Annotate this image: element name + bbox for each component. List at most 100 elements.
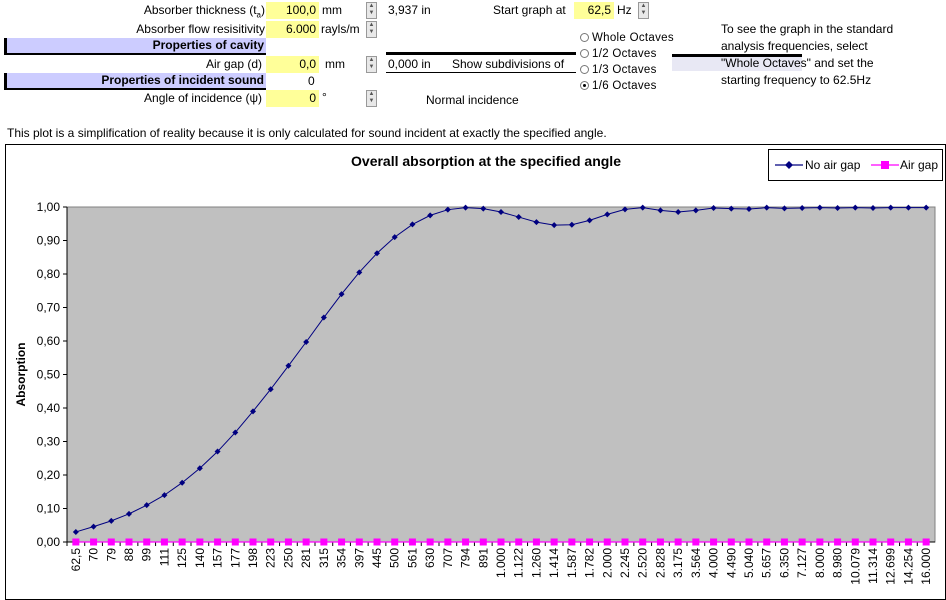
option-third-octaves[interactable]: 1/3 Octaves <box>580 64 657 76</box>
flow-label: Absorber flow resisitivity <box>136 22 265 36</box>
note-line: "Whole Octaves" and set the <box>721 56 874 70</box>
x-tick-label: 3.564 <box>689 548 703 578</box>
x-tick-label: 6.350 <box>777 548 791 578</box>
option-sixth-octaves[interactable]: 1/6 Octaves <box>580 80 657 92</box>
data-point-no-air-gap <box>409 221 416 228</box>
data-point-no-air-gap <box>232 429 239 436</box>
data-point-no-air-gap <box>374 250 380 257</box>
data-point-air-gap <box>196 538 204 546</box>
flow-input[interactable]: 6.000 <box>266 21 319 38</box>
data-point-no-air-gap <box>692 207 699 214</box>
x-tick-label: 1.000 <box>494 548 508 578</box>
data-point-no-air-gap <box>551 222 558 229</box>
y-tick-label: 0,70 <box>37 301 61 315</box>
data-point-air-gap <box>497 538 505 546</box>
x-tick-label: 10.079 <box>848 548 862 585</box>
absorption-chart: Overall absorption at the specified angl… <box>14 153 936 585</box>
legend-label-series1: No air gap <box>805 158 861 172</box>
data-point-air-gap <box>391 538 399 546</box>
x-tick-label: 2.000 <box>600 548 614 578</box>
data-point-no-air-gap <box>250 408 256 415</box>
data-point-air-gap <box>373 538 381 546</box>
x-tick-label: 250 <box>281 548 295 568</box>
x-tick-label: 5.040 <box>742 548 756 578</box>
data-point-air-gap <box>479 538 487 546</box>
data-point-no-air-gap <box>498 209 504 216</box>
data-point-air-gap <box>462 538 470 546</box>
x-tick-label: 1.122 <box>512 548 526 578</box>
incident-header: Properties of incident sound <box>4 73 266 90</box>
flow-spinner[interactable]: ▲ ▼ <box>366 21 377 38</box>
x-tick-label: 2.828 <box>653 548 667 578</box>
data-point-no-air-gap <box>604 211 611 218</box>
angle-spinner[interactable]: ▲ ▼ <box>366 90 377 107</box>
data-point-no-air-gap <box>161 492 168 499</box>
radio-selected-icon <box>580 81 589 91</box>
data-point-air-gap <box>125 538 133 546</box>
x-tick-label: 5.657 <box>760 548 774 578</box>
data-point-no-air-gap <box>816 204 823 211</box>
data-point-no-air-gap <box>480 205 487 212</box>
note-line: analysis frequencies, select <box>721 39 868 53</box>
data-point-no-air-gap <box>444 206 451 213</box>
divider-line-right <box>672 54 802 57</box>
airgap-unit: mm <box>325 57 345 71</box>
data-point-no-air-gap <box>462 204 469 211</box>
data-point-air-gap <box>107 538 115 546</box>
x-tick-label: 2.245 <box>618 548 632 578</box>
data-point-air-gap <box>532 538 540 546</box>
option-whole-octaves[interactable]: Whole Octaves <box>580 32 674 44</box>
data-point-no-air-gap <box>728 205 735 212</box>
x-tick-label: 16.000 <box>919 548 933 585</box>
angle-label: Angle of incidence (ψ) <box>144 91 262 105</box>
data-point-air-gap <box>90 538 98 546</box>
y-tick-label: 0,80 <box>37 267 61 281</box>
thickness-input[interactable]: 100,0 <box>266 2 319 19</box>
data-point-no-air-gap <box>285 362 292 369</box>
y-tick-label: 0,40 <box>37 401 61 415</box>
x-tick-label: 4.490 <box>724 548 738 578</box>
data-point-air-gap <box>922 538 930 546</box>
y-tick-label: 0,20 <box>37 468 61 482</box>
data-point-no-air-gap <box>657 207 664 214</box>
data-point-air-gap <box>904 538 912 546</box>
option-half-octaves[interactable]: 1/2 Octaves <box>580 48 657 60</box>
x-tick-label: 1.587 <box>565 548 579 578</box>
y-tick-label: 0,90 <box>37 234 61 248</box>
data-point-air-gap <box>656 538 664 546</box>
airgap-input[interactable]: 0,0 <box>266 56 319 73</box>
data-point-air-gap <box>550 538 558 546</box>
disclaimer-text: This plot is a simplification of reality… <box>7 126 607 140</box>
radio-icon <box>580 65 589 75</box>
thickness-inches: 3,937 in <box>388 3 431 17</box>
note-line: To see the graph in the standard <box>721 22 894 36</box>
data-point-no-air-gap <box>391 234 398 241</box>
data-point-no-air-gap <box>905 204 912 211</box>
data-point-no-air-gap <box>622 206 628 213</box>
data-point-air-gap <box>710 538 718 546</box>
y-tick-label: 0,00 <box>37 535 61 549</box>
thickness-spinner[interactable]: ▲ ▼ <box>366 2 377 19</box>
x-tick-label: 157 <box>211 548 225 568</box>
data-point-air-gap <box>320 538 328 546</box>
y-tick-label: 1,00 <box>37 200 61 214</box>
data-point-air-gap <box>727 538 735 546</box>
airgap-spinner[interactable]: ▲ ▼ <box>366 56 377 73</box>
normal-incidence-label: Normal incidence <box>426 93 519 107</box>
data-point-no-air-gap <box>427 212 434 219</box>
chart-area[interactable]: Overall absorption at the specified angl… <box>5 144 946 600</box>
start-graph-spinner[interactable]: ▲ ▼ <box>638 2 649 19</box>
data-point-no-air-gap <box>143 502 150 509</box>
data-point-air-gap <box>568 538 576 546</box>
data-point-air-gap <box>763 538 771 546</box>
plot-background <box>66 206 936 543</box>
radio-icon <box>580 33 589 43</box>
x-tick-label: 88 <box>122 548 136 562</box>
start-graph-input[interactable]: 62,5 <box>574 2 614 19</box>
data-point-no-air-gap <box>533 219 540 226</box>
chart-legend: No air gap Air gap <box>768 149 943 181</box>
data-point-no-air-gap <box>586 217 593 224</box>
angle-input[interactable]: 0 <box>266 90 319 107</box>
x-tick-label: 561 <box>405 548 419 568</box>
data-point-no-air-gap <box>710 205 717 212</box>
